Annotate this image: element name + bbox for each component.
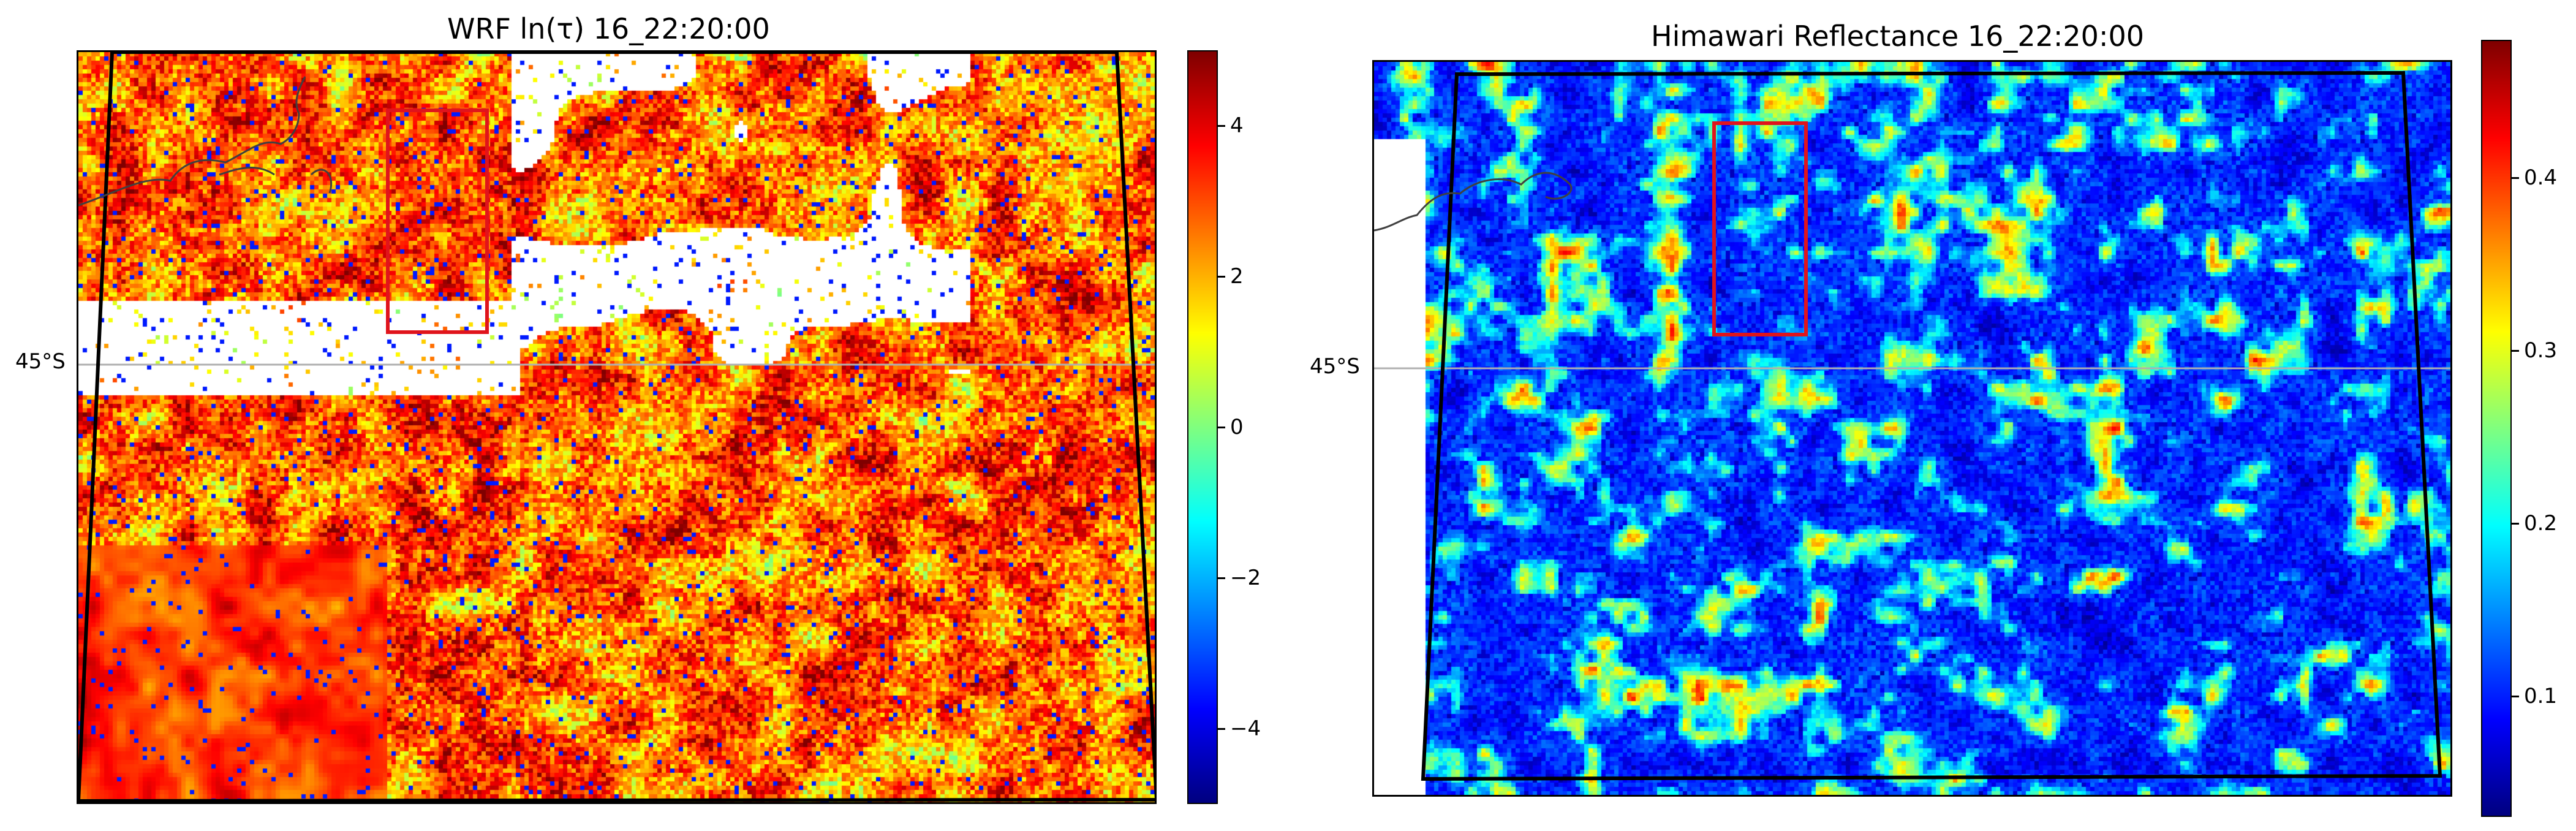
- right-map-canvas: [1374, 62, 2450, 795]
- left-latitude-label: 45°S: [15, 349, 66, 374]
- left-colorbar-tick-mark: [1218, 276, 1225, 278]
- left-colorbar-tick-label: −4: [1230, 716, 1261, 741]
- right-panel-title: Himawari Reflectance 16_22:20:00: [1651, 20, 2144, 53]
- left-colorbar-tick-label: 2: [1230, 264, 1244, 289]
- left-map-plot: [77, 50, 1157, 804]
- right-colorbar-tick-label: 0.1: [2524, 683, 2558, 708]
- left-colorbar: [1187, 50, 1218, 804]
- domain-boundary: [78, 52, 1155, 802]
- right-colorbar-tick-mark: [2512, 177, 2519, 180]
- left-colorbar-tick-mark: [1218, 427, 1225, 428]
- right-colorbar-tick-mark: [2512, 695, 2519, 697]
- left-colorbar-tick-mark: [1218, 728, 1225, 730]
- left-colorbar-tick-mark: [1218, 125, 1225, 127]
- right-colorbar-tick-label: 0.4: [2524, 165, 2558, 191]
- coastline: [78, 76, 333, 207]
- right-latitude-label: 45°S: [1310, 354, 1360, 379]
- left-map-overlay: [78, 52, 1155, 802]
- domain-boundary: [1421, 70, 2442, 781]
- right-map-overlay: [1374, 70, 2450, 781]
- left-panel-title: WRF ln(τ) 16_22:20:00: [447, 12, 770, 45]
- highlight-box: [1712, 121, 1808, 336]
- highlight-box: [386, 108, 489, 334]
- right-colorbar-tick-label: 0.2: [2524, 510, 2558, 536]
- right-colorbar-tick-label: 0.3: [2524, 338, 2558, 363]
- left-colorbar-tick-label: −2: [1230, 566, 1261, 590]
- right-colorbar: [2481, 40, 2512, 817]
- coastline: [1374, 172, 1573, 232]
- left-colorbar-tick-label: 4: [1230, 113, 1244, 138]
- right-colorbar-tick-mark: [2512, 350, 2519, 352]
- right-colorbar-tick-mark: [2512, 522, 2519, 525]
- left-colorbar-tick-mark: [1218, 577, 1225, 579]
- right-map-plot: [1372, 60, 2452, 797]
- left-colorbar-tick-label: 0: [1230, 415, 1244, 439]
- left-map-canvas: [78, 52, 1155, 802]
